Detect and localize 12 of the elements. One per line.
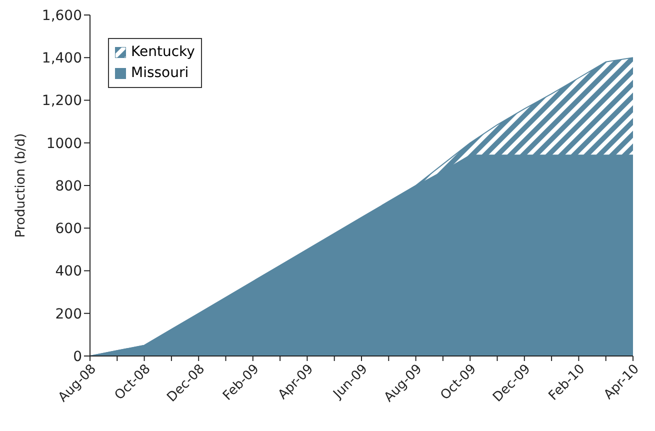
y-tick-label: 1000 xyxy=(46,136,82,152)
legend-label: Missouri xyxy=(131,64,189,83)
y-tick-label: 600 xyxy=(55,221,82,238)
y-tick-label: 1,200 xyxy=(42,93,82,110)
y-tick-label: 400 xyxy=(55,264,82,280)
y-tick-label: 200 xyxy=(55,306,82,322)
legend-label: Kentucky xyxy=(131,43,195,62)
y-tick-label: 0 xyxy=(73,348,82,365)
y-tick-label: 1,400 xyxy=(42,50,82,67)
y-tick-label: 800 xyxy=(55,178,82,194)
y-axis-title: Production (b/d) xyxy=(14,133,29,238)
y-tick-label: 1,600 xyxy=(42,8,82,24)
